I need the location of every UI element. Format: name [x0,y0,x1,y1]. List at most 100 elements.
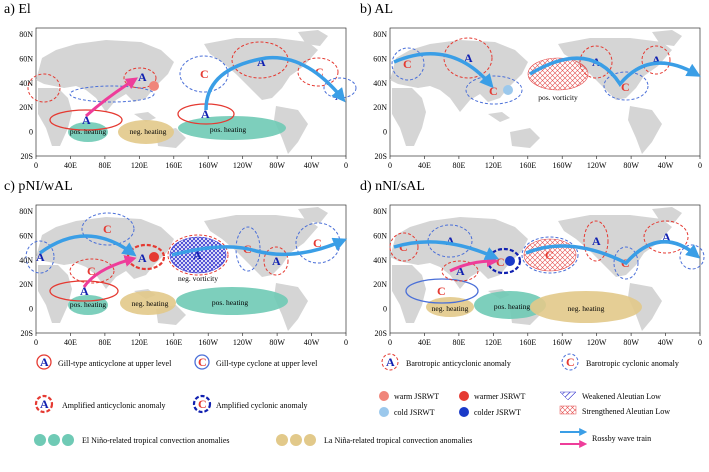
legend-amp-anticyclone: A Amplified anticyclonic anomaly [34,394,166,414]
y-tick-label: 60N [373,54,387,63]
y-tick-label: 0 [29,305,33,314]
panel-c-rossby-magenta [82,255,137,288]
y-tick-label: 80N [373,30,387,39]
panel-c-amp-anticyclone [126,243,166,271]
svg-text:C: C [198,355,207,369]
panel-c-pos-heating-2: pos. heating [212,298,248,307]
panel-b-baro-anticyclone-1 [443,37,493,79]
panel-c-neg-vorticity: neg. vorticity [178,274,218,283]
panel-b-baro-anticyclone-2 [579,45,613,79]
panel-b-baro-cyclone-1 [391,47,425,81]
panel-b-A-1: A [464,51,473,65]
panel-a-baro-A-3: A [257,55,266,69]
svg-text:C: C [566,355,575,369]
panel-d-baro-cyclone-3 [613,246,639,280]
y-tick-label: 60N [373,231,387,240]
legend-warmer: warmer JSRWT [459,391,525,401]
x-tick-label: 80W [623,161,639,170]
x-tick-label: 0 [34,161,38,170]
panel-c-warmer-jsrwt [149,252,159,262]
y-tick-label: 20N [19,103,33,112]
panel-c-amp-A: A [138,251,147,265]
panel-a-rossby-blue [204,55,346,111]
panel-d-C-2: C [545,248,554,262]
x-tick-label: 40E [64,161,77,170]
axis-ticks: 0 40E 80E 120E 160E 160W 120W 80W 40W 0 80N 60N 40N 2… [19,30,702,347]
x-tick-label: 0 [344,338,348,347]
panel-a-lanina-blob [118,120,174,144]
panel-c-C-2: C [87,264,96,278]
x-tick-label: 160E [165,338,182,347]
panel-b-C-3: C [621,80,630,94]
panel-b: b) AL C A C pos. vorticity A C A [360,2,701,157]
panel-b-rossby-1 [393,52,494,89]
y-tick-label: 20N [373,103,387,112]
y-tick-label: 20N [19,280,33,289]
x-tick-label: 160E [519,338,536,347]
x-tick-label: 160W [198,161,218,170]
svg-text:cold JSRWT: cold JSRWT [394,408,435,417]
panel-a-baro-cyclone-2 [179,55,229,93]
svg-text:La Niña-related tropical conve: La Niña-related tropical convection anom… [324,436,472,445]
panel-d: d) nNI/sAL neg. heating pos. heating neg… [360,179,705,334]
panel-c-A-3: A [272,254,281,268]
x-tick-label: 80E [452,161,465,170]
panel-c-rossby-blue-1 [38,234,137,257]
panel-c-lanina-blob [120,291,176,315]
x-tick-label: 160W [552,161,572,170]
panel-c-neg-heating: neg. heating [132,299,169,308]
svg-text:Gill-type cyclone at upper lev: Gill-type cyclone at upper level [216,359,318,368]
y-tick-label: 0 [383,305,387,314]
y-tick-label: 20S [21,152,33,161]
x-tick-label: 0 [388,338,392,347]
panel-c-title: c) pNI/wAL [4,179,73,194]
panel-c-gill-A: A [80,284,89,298]
panel-d-gill-cyclone [405,278,479,304]
panel-a-baro-C-2: C [315,65,324,79]
y-tick-label: 20S [375,152,387,161]
panel-a-baro-A: A [138,70,147,84]
panel-d-neg-heating-2: neg. heating [568,304,605,313]
panel-d-baro-cyclone-1 [427,224,473,258]
panel-c-A-0: A [36,250,45,264]
legend-baro-cyclone: C Barotropic cyclonic anomaly [561,353,679,371]
y-tick-label: 20S [375,329,387,338]
y-tick-label: 40N [19,256,33,265]
panel-d-rossby-blue-1 [393,240,500,260]
x-tick-label: 40W [658,161,674,170]
x-tick-label: 120W [587,338,607,347]
legend-warm: warm JSRWT [379,391,439,401]
x-tick-label: 120E [131,338,148,347]
x-tick-label: 40E [418,338,431,347]
y-tick-label: 40N [373,256,387,265]
x-tick-label: 120W [233,161,253,170]
x-tick-label: 120W [233,338,253,347]
svg-text:warmer JSRWT: warmer JSRWT [474,392,525,401]
legend-elnino: El Niño-related tropical convection anom… [34,434,230,446]
y-tick-label: 80N [19,207,33,216]
legend-gill-anticyclone: A Gill-type anticyclone at upper level [36,354,172,370]
svg-text:Barotropic cyclonic anomaly: Barotropic cyclonic anomaly [586,359,679,368]
panel-b-C-2: C [489,84,498,98]
svg-text:A: A [40,355,49,369]
panel-b-pos-vorticity: pos. vorticity [538,93,578,102]
panel-d-title: d) nNI/sAL [360,179,425,194]
svg-text:Amplified cyclonic anomaly: Amplified cyclonic anomaly [216,401,308,410]
panel-d-rossby-magenta [449,255,499,273]
y-tick-label: 80N [19,30,33,39]
legend-cold: cold JSRWT [379,407,435,417]
svg-text:A: A [386,355,395,369]
panel-d-neg-heating-1: neg. heating [432,304,469,313]
panel-d-A-2: A [456,264,465,278]
panel-c-rossby-blue-2 [171,237,348,257]
y-tick-label: 20N [373,280,387,289]
panel-a-gill-anticyclone [49,109,123,131]
legend-colder: colder JSRWT [459,407,521,417]
panel-b-A-3: A [652,53,661,67]
panel-c-C-4: C [313,236,322,250]
panel-c-baro-anticyclone-1 [69,258,115,284]
panel-c-baro-anticyclone-3 [263,246,289,276]
x-tick-label: 160W [198,338,218,347]
x-tick-label: 40W [304,338,320,347]
x-tick-label: 160E [165,161,182,170]
